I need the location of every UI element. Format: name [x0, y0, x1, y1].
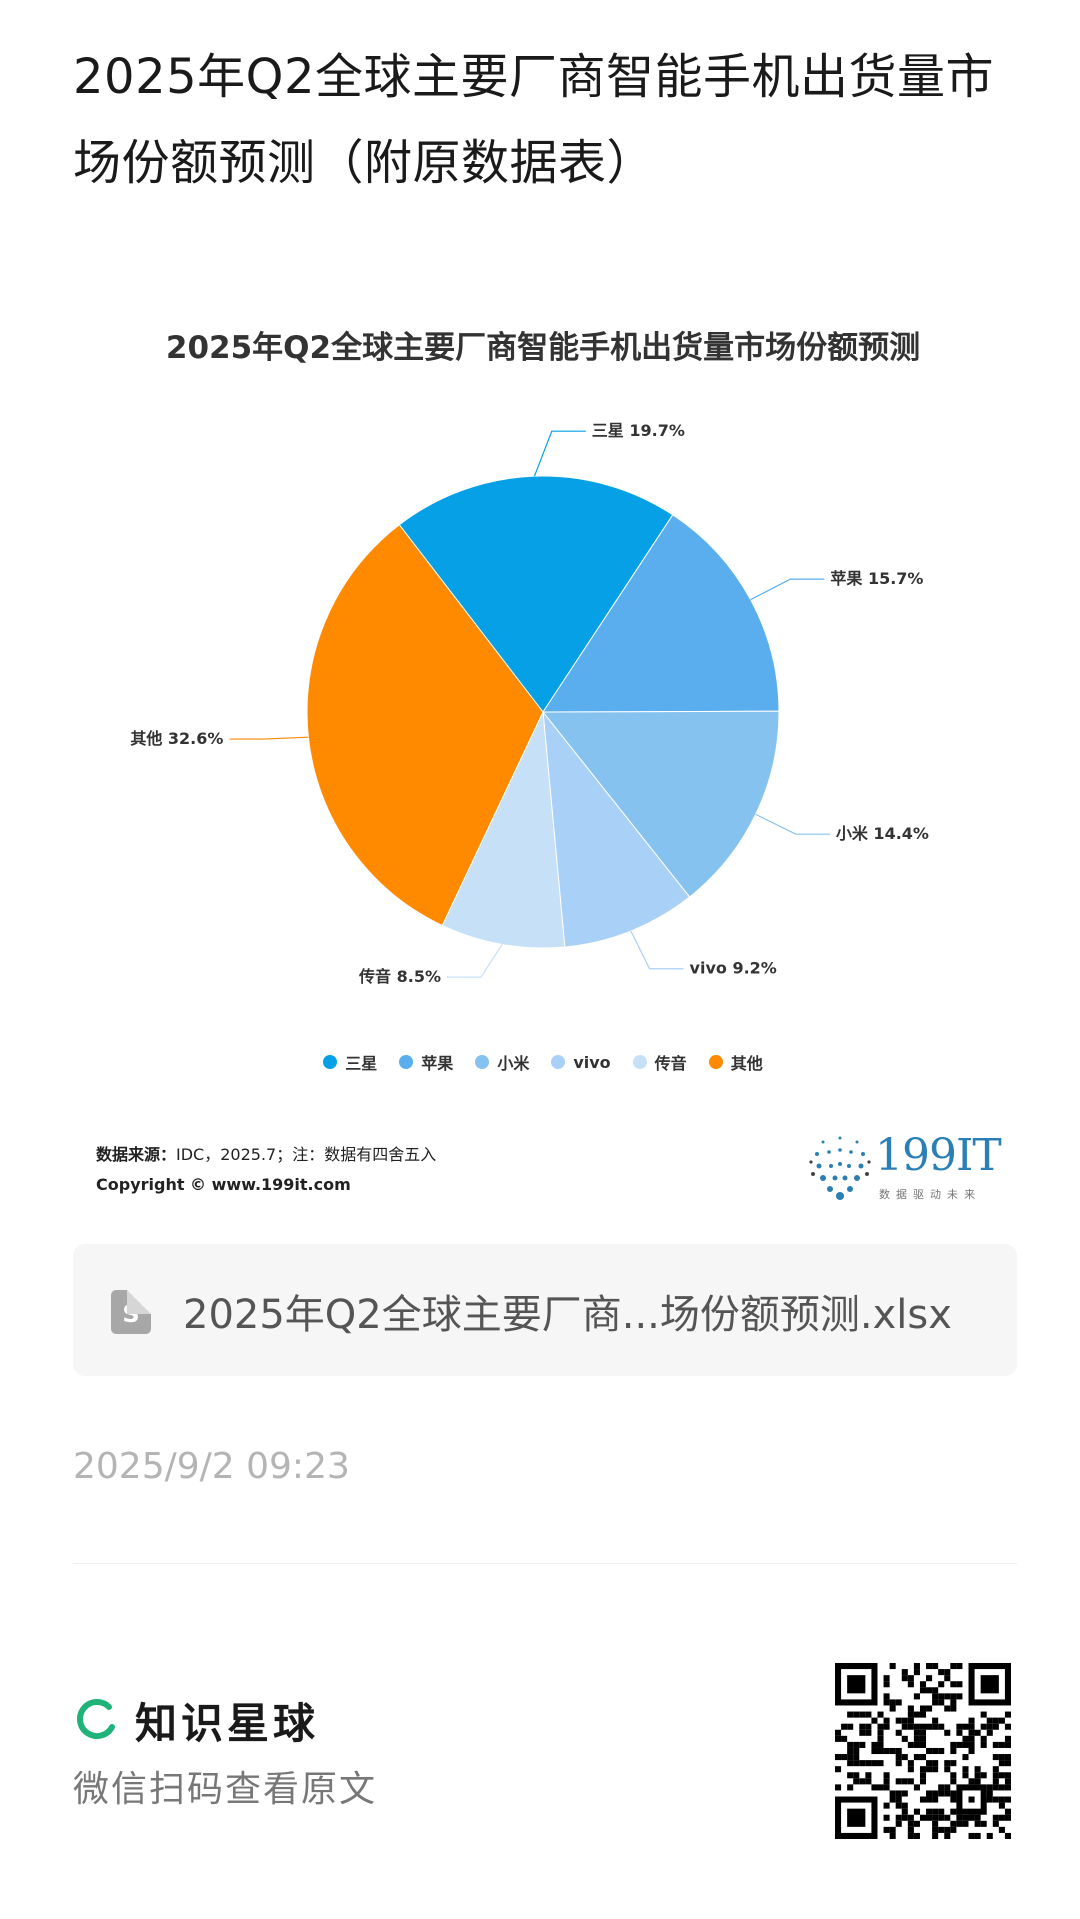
- legend-item[interactable]: vivo: [551, 1050, 611, 1074]
- divider: [73, 1563, 1017, 1564]
- legend-dot: [551, 1055, 566, 1069]
- pie-data-label: 传音 8.5%: [358, 967, 441, 986]
- logo-text: 199IT: [875, 1130, 1002, 1181]
- post-timestamp: 2025/9/2 09:23: [73, 1446, 350, 1487]
- file-sheet-icon: S: [111, 1290, 151, 1334]
- pie-slice[interactable]: [441, 710, 566, 949]
- chart-legend: 三星 苹果 小米 vivo 传音 其他: [73, 1050, 1013, 1074]
- legend-dot: [632, 1055, 647, 1069]
- source-text: IDC，2025.7；注：数据有四舍五入: [176, 1145, 437, 1164]
- attachment-file-name: 2025年Q2全球主要厂商...场份额预测.xlsx: [183, 1292, 952, 1338]
- pie-slice[interactable]: [542, 710, 691, 948]
- legend-item[interactable]: 其他: [708, 1050, 763, 1074]
- pie-leader-line: [750, 578, 825, 601]
- legend-label: 小米: [497, 1054, 530, 1073]
- pie-slice[interactable]: [541, 710, 780, 898]
- chart-card: 2025年Q2全球主要厂商智能手机出货量市场份额预测 三星 19.7% 苹果 15…: [73, 300, 1013, 1220]
- brand-logo: 199IT 数据驱动未来: [805, 1130, 1005, 1210]
- pie-data-label: 苹果 15.7%: [830, 569, 923, 588]
- pie-leader-line: [533, 430, 586, 477]
- qr-code-icon[interactable]: [835, 1663, 1011, 1839]
- pie-leader-line: [630, 930, 684, 970]
- legend-dot: [399, 1055, 414, 1069]
- legend-label: 其他: [730, 1054, 763, 1073]
- legend-item[interactable]: 小米: [475, 1050, 529, 1074]
- pie-leader-line: [447, 944, 503, 978]
- legend-label: 传音: [654, 1054, 687, 1073]
- pie-chart: 三星 19.7% 苹果 15.7% 小米 14.4% vivo 9.2% 传音 8.5%…: [130, 421, 929, 986]
- source-label: 数据来源：: [96, 1145, 177, 1164]
- pie-slice[interactable]: [398, 475, 674, 713]
- legend-label: vivo: [573, 1052, 611, 1072]
- brand-subtitle: 微信扫码查看原文: [73, 1769, 378, 1810]
- legend-item[interactable]: 传音: [632, 1050, 687, 1074]
- pie-data-label: vivo 9.2%: [690, 959, 777, 978]
- pie-slice[interactable]: [542, 514, 780, 713]
- pie-leader-line: [755, 813, 830, 835]
- page-title: 2025年Q2全球主要厂商智能手机出货量市场份额预测（附原数据表）: [73, 49, 994, 191]
- legend-dot: [323, 1055, 338, 1069]
- logo-dots-icon: [809, 1136, 871, 1200]
- attachment-card[interactable]: S 2025年Q2全球主要厂商...场份额预测.xlsx: [73, 1244, 1017, 1376]
- legend-label: 三星: [345, 1054, 378, 1073]
- pie-leader-line: [229, 736, 309, 740]
- brand: 知识星球: [73, 1690, 319, 1750]
- legend-label: 苹果: [421, 1054, 454, 1073]
- legend-dot: [708, 1055, 723, 1069]
- logo-tagline: 数据驱动未来: [879, 1188, 981, 1201]
- brand-name: 知识星球: [135, 1698, 320, 1748]
- pie-data-label: 其他 32.6%: [130, 729, 223, 748]
- pie-data-label: 小米 14.4%: [836, 824, 929, 843]
- legend-item[interactable]: 三星: [323, 1050, 377, 1074]
- chart-title: 2025年Q2全球主要厂商智能手机出货量市场份额预测: [165, 330, 921, 366]
- copyright-text: Copyright © www.199it.com: [96, 1175, 351, 1194]
- planet-logo-icon: [77, 1699, 115, 1739]
- pie-data-label: 三星 19.7%: [592, 421, 685, 440]
- chart-source: 数据来源：IDC，2025.7；注：数据有四舍五入 Copyright © ww…: [96, 1140, 436, 1200]
- legend-item[interactable]: 苹果: [399, 1050, 453, 1074]
- legend-dot: [475, 1055, 490, 1069]
